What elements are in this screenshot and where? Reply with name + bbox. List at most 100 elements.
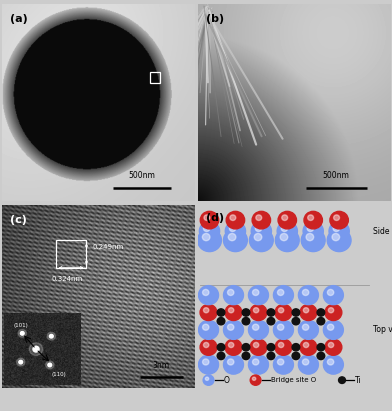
Circle shape: [298, 286, 318, 305]
Circle shape: [249, 286, 269, 305]
Circle shape: [252, 289, 259, 296]
Text: (101): (101): [13, 323, 28, 328]
Circle shape: [298, 355, 318, 374]
Circle shape: [227, 359, 234, 365]
Text: Bridge site O: Bridge site O: [271, 377, 316, 383]
Circle shape: [200, 222, 220, 241]
Circle shape: [198, 355, 218, 374]
Circle shape: [47, 332, 56, 340]
Circle shape: [198, 320, 218, 339]
Circle shape: [267, 352, 275, 360]
Circle shape: [302, 289, 309, 296]
Circle shape: [277, 222, 298, 241]
Circle shape: [228, 233, 236, 241]
Text: 0.249nm: 0.249nm: [92, 244, 123, 249]
Circle shape: [18, 329, 27, 337]
Circle shape: [252, 359, 259, 365]
Circle shape: [227, 324, 234, 330]
Circle shape: [225, 339, 242, 355]
Text: (b): (b): [206, 14, 224, 24]
Circle shape: [278, 308, 284, 313]
Text: (d): (d): [206, 213, 224, 223]
Circle shape: [253, 308, 259, 313]
Circle shape: [302, 359, 309, 365]
Circle shape: [334, 215, 339, 220]
Circle shape: [29, 343, 43, 356]
Circle shape: [292, 352, 300, 360]
Text: Top view: Top view: [373, 326, 392, 335]
Circle shape: [278, 324, 284, 330]
Circle shape: [278, 359, 284, 365]
Circle shape: [203, 375, 214, 385]
Circle shape: [278, 342, 284, 348]
Circle shape: [281, 225, 288, 231]
Circle shape: [227, 289, 234, 296]
Circle shape: [223, 355, 243, 374]
Circle shape: [332, 233, 339, 241]
Circle shape: [33, 346, 39, 352]
Circle shape: [203, 225, 210, 231]
Circle shape: [217, 344, 225, 351]
Circle shape: [292, 344, 300, 351]
Circle shape: [200, 305, 217, 321]
Circle shape: [278, 211, 296, 229]
Circle shape: [19, 360, 23, 364]
Circle shape: [250, 375, 261, 385]
Circle shape: [198, 286, 218, 305]
Circle shape: [203, 342, 209, 348]
Circle shape: [325, 339, 342, 355]
Circle shape: [327, 324, 334, 330]
Circle shape: [327, 289, 334, 296]
Circle shape: [327, 359, 334, 365]
Circle shape: [252, 211, 270, 229]
Circle shape: [205, 377, 209, 380]
Circle shape: [330, 211, 348, 229]
Text: (a): (a): [10, 14, 27, 24]
Circle shape: [251, 222, 272, 241]
Circle shape: [317, 309, 325, 316]
Circle shape: [300, 339, 317, 355]
Circle shape: [242, 344, 250, 351]
Circle shape: [328, 308, 334, 313]
Circle shape: [229, 342, 234, 348]
Circle shape: [274, 355, 294, 374]
Circle shape: [249, 320, 269, 339]
Circle shape: [300, 305, 317, 321]
Circle shape: [255, 225, 262, 231]
Circle shape: [323, 355, 343, 374]
Circle shape: [20, 332, 24, 335]
Circle shape: [217, 309, 225, 316]
Circle shape: [301, 229, 325, 252]
Circle shape: [217, 352, 225, 360]
Circle shape: [242, 309, 250, 316]
Text: 3nm: 3nm: [153, 361, 170, 370]
Circle shape: [200, 339, 217, 355]
Circle shape: [292, 318, 300, 325]
Circle shape: [333, 225, 339, 231]
Circle shape: [292, 309, 300, 316]
Circle shape: [303, 222, 323, 241]
Circle shape: [242, 318, 250, 325]
Circle shape: [225, 222, 245, 241]
Circle shape: [298, 320, 318, 339]
Circle shape: [267, 309, 275, 316]
Text: 0.324nm: 0.324nm: [52, 276, 83, 282]
Circle shape: [308, 215, 314, 220]
Circle shape: [302, 324, 309, 330]
Text: (c): (c): [10, 215, 27, 225]
Circle shape: [229, 308, 234, 313]
Circle shape: [202, 233, 210, 241]
Circle shape: [48, 363, 52, 367]
Circle shape: [242, 352, 250, 360]
Text: O: O: [224, 376, 230, 385]
Text: 500nm: 500nm: [129, 171, 156, 180]
Circle shape: [267, 344, 275, 351]
Circle shape: [275, 305, 292, 321]
Bar: [56, 240, 87, 268]
Text: (110): (110): [52, 372, 66, 377]
Circle shape: [307, 225, 314, 231]
Circle shape: [217, 318, 225, 325]
Circle shape: [203, 289, 209, 296]
Circle shape: [198, 229, 221, 252]
Circle shape: [223, 286, 243, 305]
